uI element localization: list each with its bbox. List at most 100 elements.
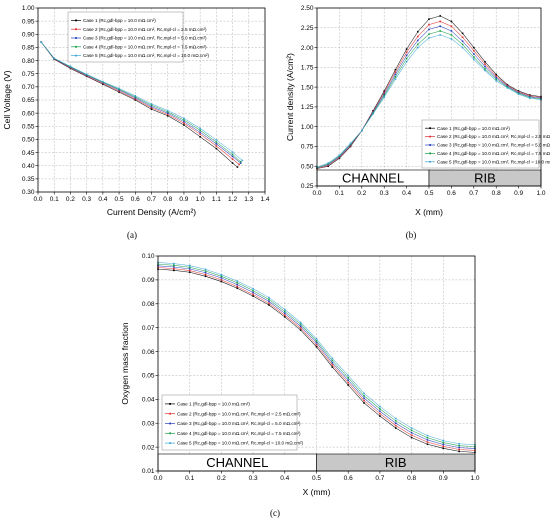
data-point-case-4 <box>461 43 464 46</box>
x-tick-label: 0.1 <box>50 196 59 203</box>
data-point-case-2 <box>394 71 397 73</box>
data-point-case-3 <box>405 54 408 57</box>
data-point-case-1 <box>484 60 486 63</box>
data-point-case-5 <box>173 262 175 265</box>
panel-b: CHANNEL RIB 0.0 0.1 0.2 0.3 0.4 0.5 0.6 0.7 0.8 0.9… <box>285 5 550 240</box>
data-point-case-1 <box>188 271 191 274</box>
data-point-case-5 <box>215 139 218 141</box>
data-point-case-1 <box>315 345 318 348</box>
data-point-case-1 <box>236 166 239 168</box>
x-tick-label: 0.9 <box>514 190 523 197</box>
data-point-case-2 <box>183 122 185 124</box>
data-point-case-3 <box>134 97 137 99</box>
data-point-case-1 <box>231 162 234 164</box>
data-point-case-2 <box>173 267 175 270</box>
y-tick-label: 0.40 <box>22 163 35 170</box>
data-point-case-1 <box>299 329 302 331</box>
data-point-case-4 <box>417 43 419 46</box>
legend-entry-case-3: Case 3 (Rc,gdl-bpp = 10.0 mΩ.cm², Rc,mpl… <box>437 143 550 148</box>
data-point-case-1 <box>166 114 169 117</box>
data-point-case-2 <box>379 412 381 415</box>
y-tick-label: 1.50 <box>301 84 314 91</box>
legend-box <box>67 11 184 63</box>
x-axis-label: Current Density (A/cm²) <box>107 207 196 217</box>
legend-entry-case-1: Case 1 (Rc,gdl-bpp = 10.0 mΩ.cm²) <box>83 18 156 23</box>
x-tick-label: 0.3 <box>380 190 389 197</box>
legend-marker-case-5 <box>75 54 77 57</box>
y-tick-label: 2.50 <box>301 5 314 12</box>
y-tick-label: 0.05 <box>142 373 155 380</box>
data-point-case-3 <box>284 312 286 315</box>
x-tick-label: 0.3 <box>249 475 258 482</box>
data-point-case-3 <box>199 131 201 134</box>
data-point-case-5 <box>439 34 441 36</box>
data-point-case-4 <box>299 323 302 326</box>
x-tick-label: 1.4 <box>260 196 269 203</box>
data-point-case-5 <box>150 103 153 105</box>
legend-entry-case-3: Case 3 (Rc,gdl-bpp = 10.0 mΩ.cm², Rc,mpl… <box>177 421 301 426</box>
data-point-case-4 <box>394 420 397 422</box>
data-point-case-1 <box>173 269 175 272</box>
data-point-case-2 <box>473 49 475 52</box>
x-tick-label: 0.7 <box>147 196 156 203</box>
data-point-case-5 <box>349 142 352 145</box>
x-tick-label: 0.8 <box>407 475 416 482</box>
panel-c: CHANNEL RIB 0.0 0.1 0.2 0.3 0.4 0.5 0.6 0.7 0.8 0.9… <box>120 253 480 518</box>
legend-marker-case-3 <box>169 422 171 425</box>
y-tick-label: 0.75 <box>22 71 35 78</box>
x-tick-label: 0.5 <box>115 196 124 203</box>
x-tick-label: 1.3 <box>244 196 253 203</box>
region-label-rib: RIB <box>474 171 496 186</box>
data-point-case-1 <box>363 402 365 404</box>
region-label-rib: RIB <box>385 455 407 470</box>
data-point-case-1 <box>417 30 419 33</box>
data-point-case-3 <box>426 439 429 441</box>
x-tick-label: 0.4 <box>402 190 411 197</box>
data-point-case-2 <box>442 445 445 448</box>
data-point-case-1 <box>199 136 201 138</box>
data-point-case-4 <box>215 141 218 143</box>
data-point-case-1 <box>252 295 254 297</box>
y-tick-label: 0.35 <box>22 176 35 183</box>
data-point-case-2 <box>347 381 349 384</box>
data-point-case-3 <box>231 155 234 158</box>
data-point-case-4 <box>331 359 334 362</box>
y-axis-label: Oxygen mass fraction <box>120 322 130 404</box>
data-point-case-1 <box>426 443 429 446</box>
data-point-case-3 <box>315 341 318 344</box>
data-point-case-2 <box>461 36 464 39</box>
legend-box <box>161 394 298 451</box>
data-point-case-5 <box>347 374 349 377</box>
data-point-case-3 <box>383 93 385 96</box>
data-point-case-2 <box>134 98 137 100</box>
data-point-case-4 <box>484 68 486 70</box>
data-point-case-5 <box>85 73 88 76</box>
data-point-case-1 <box>394 427 397 429</box>
legend-box <box>421 119 540 169</box>
data-point-case-3 <box>268 300 270 303</box>
data-point-case-5 <box>118 87 120 90</box>
y-tick-label: 0.02 <box>142 444 155 451</box>
data-point-case-4 <box>150 104 153 107</box>
data-point-case-5 <box>199 127 201 130</box>
data-point-case-1 <box>495 73 497 76</box>
series-line-case-3 <box>41 42 241 164</box>
x-axis-label: X (mm) <box>303 487 331 497</box>
data-point-case-2 <box>188 269 191 272</box>
y-tick-label: 0.95 <box>22 18 35 25</box>
x-tick-label: 0.9 <box>439 475 448 482</box>
data-point-case-4 <box>188 266 191 269</box>
x-tick-label: 0.4 <box>280 475 289 482</box>
y-tick-label: 0.06 <box>142 349 155 356</box>
data-point-case-2 <box>231 158 234 160</box>
data-point-case-2 <box>495 75 497 77</box>
data-point-case-5 <box>338 154 341 156</box>
legend-entry-case-2: Case 2 (Rc,gdl-bpp = 10.0 mΩ.cm², Rc,mpl… <box>83 27 207 32</box>
data-point-case-4 <box>426 436 429 439</box>
data-point-case-4 <box>268 298 270 301</box>
data-point-case-4 <box>410 429 413 432</box>
data-point-case-2 <box>118 90 120 92</box>
data-point-case-3 <box>363 397 365 399</box>
data-point-case-2 <box>450 25 453 27</box>
data-point-case-4 <box>383 95 385 97</box>
